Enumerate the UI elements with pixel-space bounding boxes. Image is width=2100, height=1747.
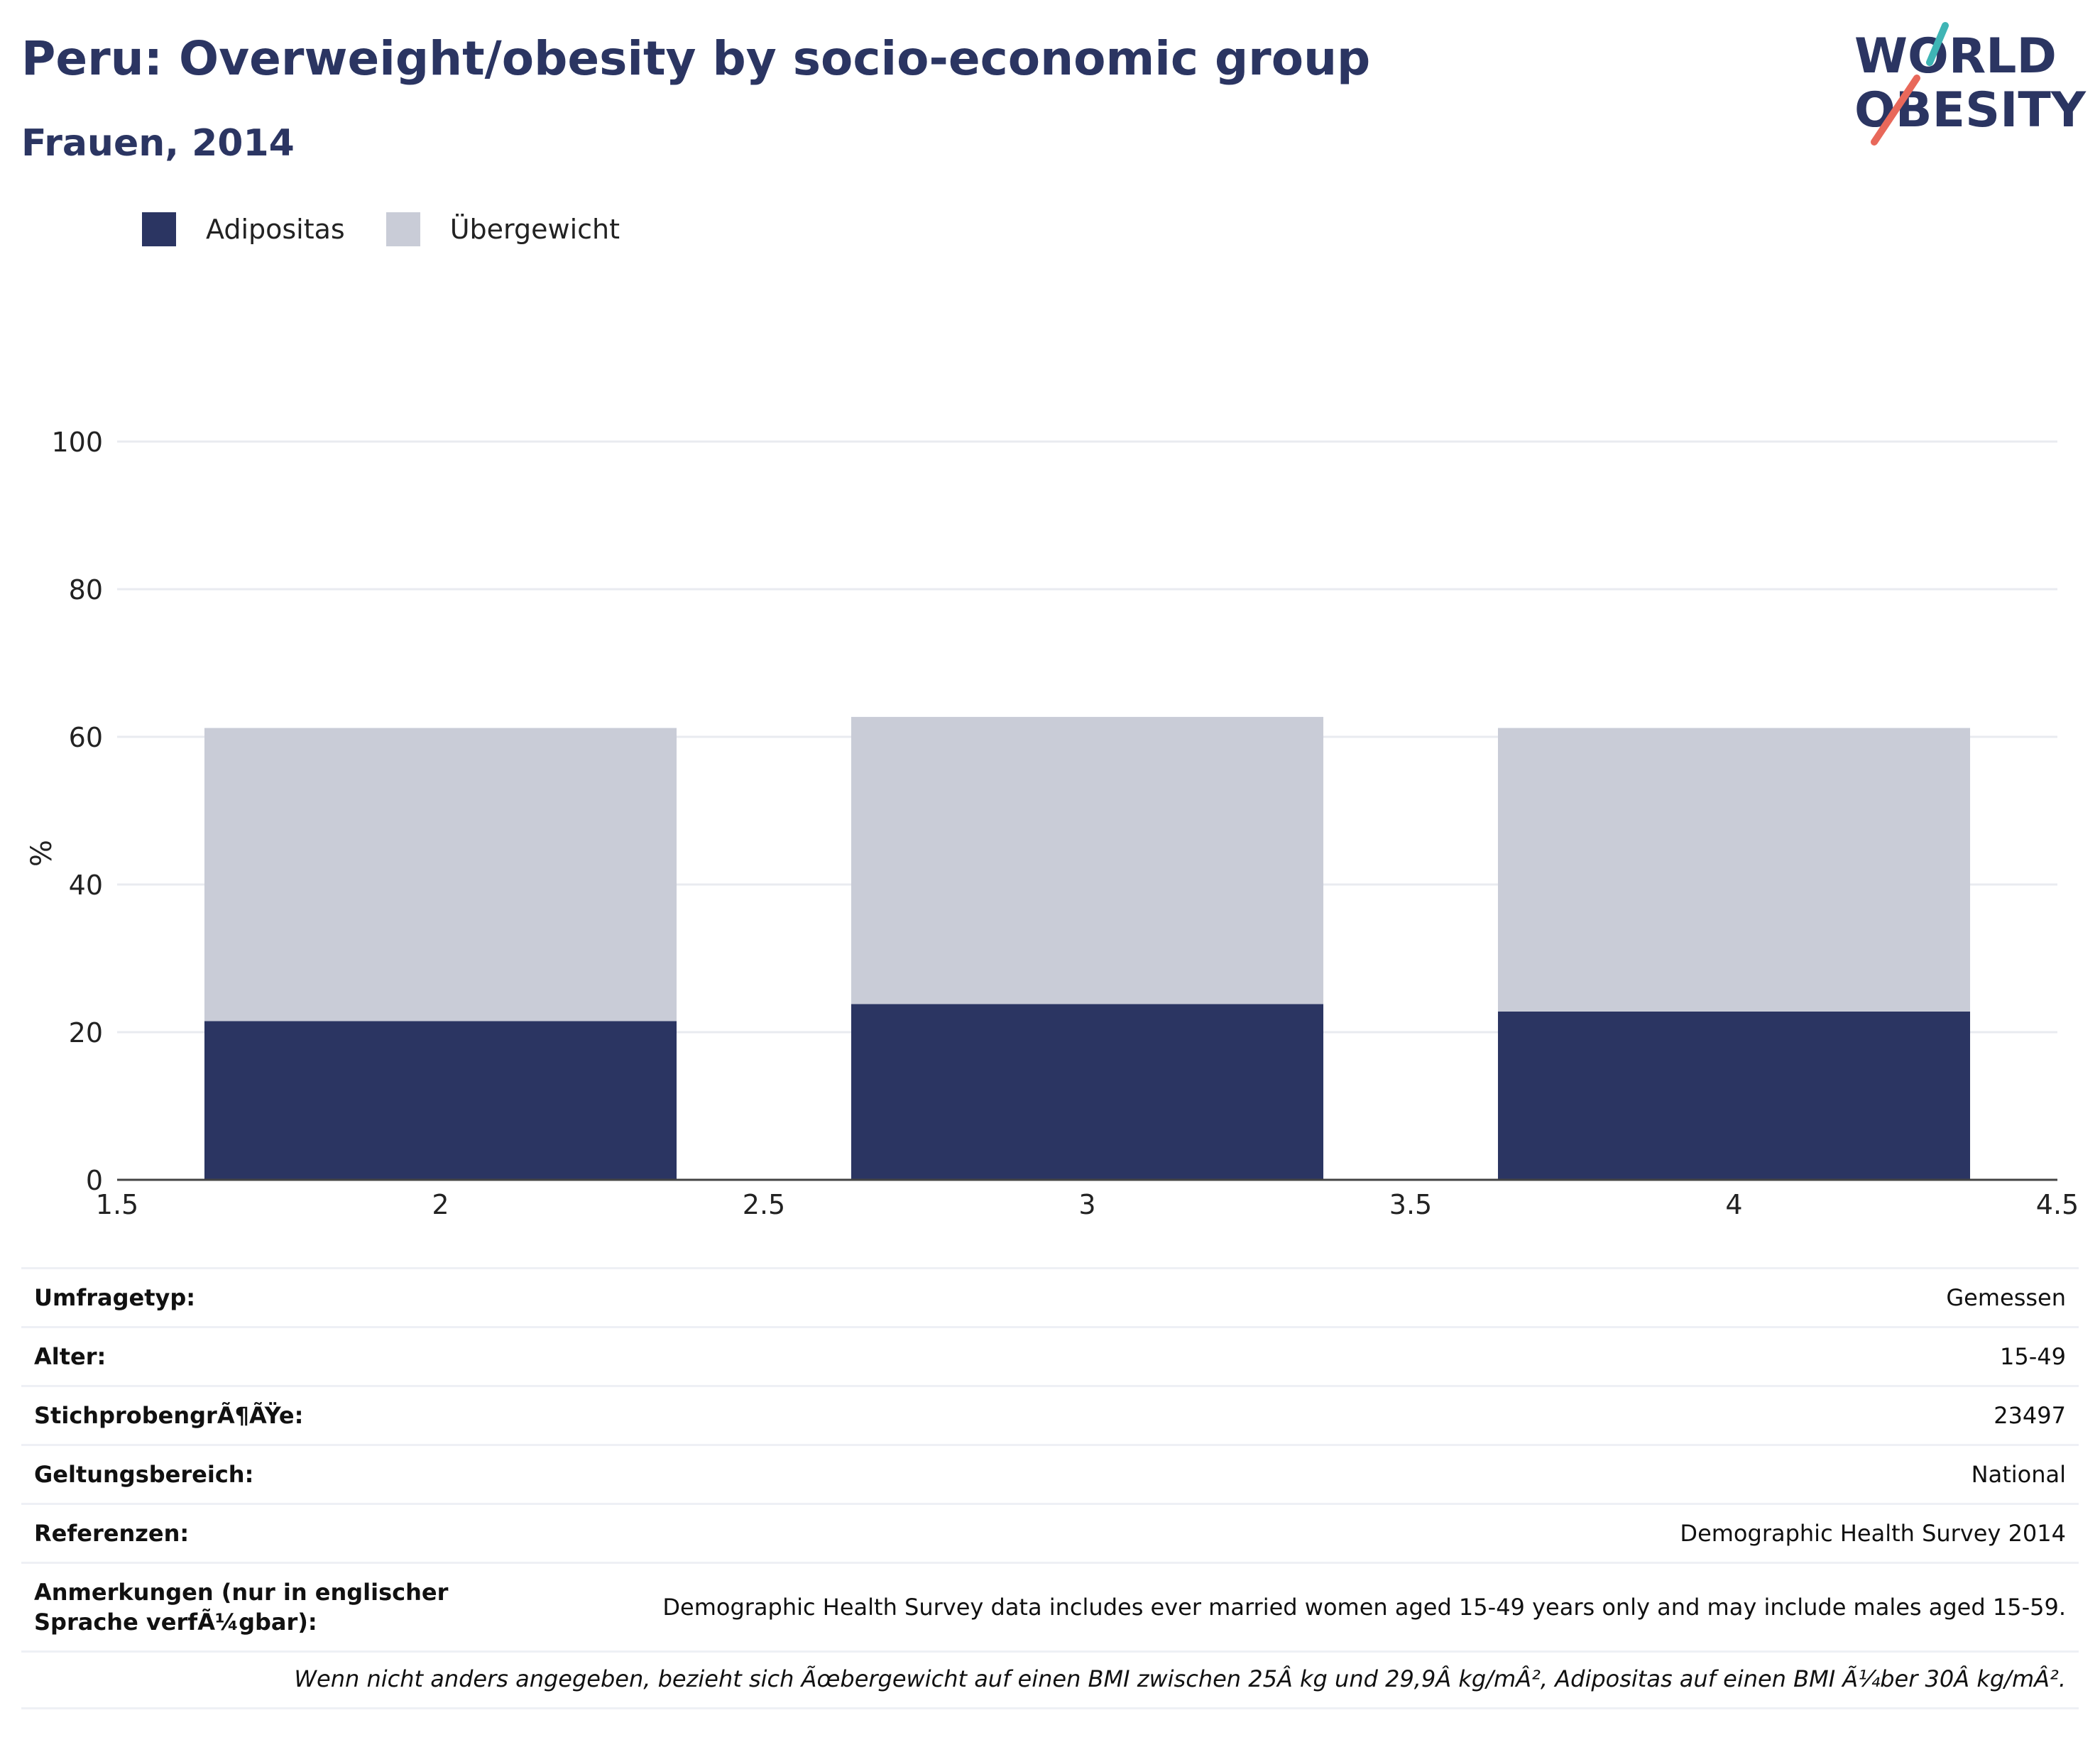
y-tick-label: 60 xyxy=(69,722,103,753)
y-tick-label: 0 xyxy=(86,1165,103,1196)
info-row-notes: Anmerkungen (nur in englischer Sprache v… xyxy=(21,1564,2079,1653)
world-obesity-logo: WORLD OBESITY xyxy=(1854,22,2087,146)
legend-label-uebergewicht: Übergewicht xyxy=(449,214,620,245)
x-tick-label: 1.5 xyxy=(96,1189,138,1220)
y-tick-label: 40 xyxy=(69,870,103,901)
bar-uebergewicht-2 xyxy=(204,728,677,1022)
info-label: Anmerkungen (nur in englischer Sprache v… xyxy=(34,1579,449,1636)
x-tick-label: 3 xyxy=(1078,1189,1095,1220)
y-tick-label: 100 xyxy=(51,427,103,458)
x-tick-label: 4 xyxy=(1725,1189,1742,1220)
chart-subtitle: Frauen, 2014 xyxy=(21,122,295,165)
legend-swatch-adipositas xyxy=(142,212,176,246)
info-row-age: Alter: 15-49 xyxy=(21,1328,2079,1387)
info-value: 23497 xyxy=(1994,1402,2066,1429)
legend-item-adipositas[interactable]: Adipositas xyxy=(142,212,345,246)
bar-adipositas-4 xyxy=(1497,1011,1971,1180)
legend-item-uebergewicht[interactable]: Übergewicht xyxy=(385,212,620,246)
info-value: National xyxy=(1971,1461,2066,1488)
info-label: StichprobengrÃ¶ÃŸe: xyxy=(34,1402,304,1429)
logo-text-line2: OBESITY xyxy=(1854,82,2087,138)
bar-adipositas-3 xyxy=(851,1004,1324,1180)
legend-swatch-uebergewicht xyxy=(385,212,420,246)
logo-text-line1: WORLD xyxy=(1854,28,2057,84)
y-tick-label: 20 xyxy=(69,1017,103,1048)
info-label: Geltungsbereich: xyxy=(34,1461,254,1488)
info-value: 15-49 xyxy=(2000,1343,2066,1370)
bar-adipositas-2 xyxy=(204,1021,677,1180)
info-value: Gemessen xyxy=(1946,1284,2066,1311)
info-label: Referenzen: xyxy=(34,1520,190,1547)
info-label: Alter: xyxy=(34,1343,106,1370)
info-row-sample-size: StichprobengrÃ¶ÃŸe: 23497 xyxy=(21,1387,2079,1446)
chart-title: Peru: Overweight/obesity by socio-econom… xyxy=(21,31,1371,86)
x-tick-label: 2.5 xyxy=(743,1189,785,1220)
info-value: Demographic Health Survey data includes … xyxy=(662,1594,2066,1621)
logo-slash-teal xyxy=(1926,22,1949,66)
x-tick-label: 3.5 xyxy=(1389,1189,1432,1220)
bmi-footnote: Wenn nicht anders angegeben, bezieht sic… xyxy=(21,1650,2079,1709)
chart-legend: Adipositas Übergewicht xyxy=(142,209,661,249)
info-row-coverage: Geltungsbereich: National xyxy=(21,1446,2079,1505)
info-row-references: Referenzen: Demographic Health Survey 20… xyxy=(21,1505,2079,1564)
y-axis-label: % xyxy=(26,840,58,867)
legend-label-adipositas: Adipositas xyxy=(206,214,345,245)
x-tick-label: 4.5 xyxy=(2036,1189,2079,1220)
x-tick-label: 2 xyxy=(432,1189,449,1220)
info-value: Demographic Health Survey 2014 xyxy=(1680,1520,2066,1547)
bar-uebergewicht-3 xyxy=(851,716,1324,1004)
info-row-survey-type: Umfragetyp: Gemessen xyxy=(21,1269,2079,1328)
y-tick-label: 80 xyxy=(69,574,103,606)
survey-info-table: Umfragetyp: Gemessen Alter: 15-49 Stichp… xyxy=(21,1267,2079,1653)
info-label: Umfragetyp: xyxy=(34,1284,196,1311)
bar-uebergewicht-4 xyxy=(1497,728,1971,1012)
bar-chart: 0 20 40 60 80 100 1.5 2 2.5 3 3.5 4 4.5% xyxy=(26,427,2079,1220)
logo-slash-coral xyxy=(1871,75,1920,146)
